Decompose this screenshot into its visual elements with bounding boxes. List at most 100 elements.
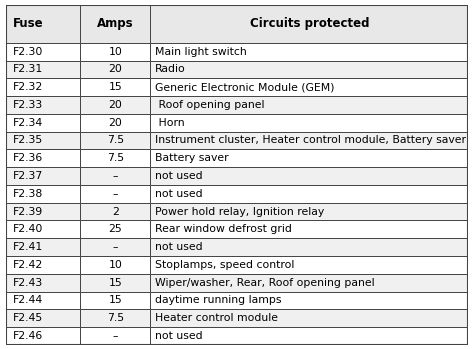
Bar xyxy=(150,149,468,167)
Bar xyxy=(81,238,150,256)
Bar xyxy=(81,167,150,185)
Bar xyxy=(150,291,468,309)
Text: F2.46: F2.46 xyxy=(13,331,43,341)
Text: Power hold relay, Ignition relay: Power hold relay, Ignition relay xyxy=(155,207,324,216)
Bar xyxy=(150,238,468,256)
Bar xyxy=(81,96,150,114)
Text: Rear window defrost grid: Rear window defrost grid xyxy=(155,224,292,234)
Text: F2.42: F2.42 xyxy=(13,260,43,270)
Bar xyxy=(6,167,81,185)
Text: Roof opening panel: Roof opening panel xyxy=(155,100,264,110)
Bar xyxy=(150,132,468,149)
Bar xyxy=(150,78,468,96)
Bar xyxy=(150,5,468,43)
Bar xyxy=(81,256,150,274)
Bar xyxy=(6,327,81,345)
Text: Radio: Radio xyxy=(155,65,186,74)
Bar xyxy=(150,60,468,78)
Bar xyxy=(6,114,81,132)
Bar xyxy=(81,203,150,221)
Text: F2.40: F2.40 xyxy=(13,224,43,234)
Bar xyxy=(6,149,81,167)
Text: not used: not used xyxy=(155,189,202,199)
Text: –: – xyxy=(113,242,118,252)
Bar xyxy=(81,291,150,309)
Bar xyxy=(6,274,81,291)
Bar xyxy=(6,309,81,327)
Text: 20: 20 xyxy=(109,118,122,128)
Text: 15: 15 xyxy=(109,295,122,305)
Text: F2.44: F2.44 xyxy=(13,295,43,305)
Bar xyxy=(150,167,468,185)
Text: F2.43: F2.43 xyxy=(13,277,43,288)
Bar xyxy=(150,185,468,203)
Bar xyxy=(81,78,150,96)
Bar xyxy=(6,78,81,96)
Bar xyxy=(6,132,81,149)
Bar xyxy=(150,96,468,114)
Text: 7.5: 7.5 xyxy=(107,153,124,163)
Bar xyxy=(81,309,150,327)
Text: Heater control module: Heater control module xyxy=(155,313,278,323)
Bar xyxy=(81,274,150,291)
Bar xyxy=(150,309,468,327)
Text: 10: 10 xyxy=(109,47,122,57)
Text: F2.32: F2.32 xyxy=(13,82,43,92)
Text: Horn: Horn xyxy=(155,118,184,128)
Bar xyxy=(81,132,150,149)
Bar xyxy=(6,96,81,114)
Text: 10: 10 xyxy=(109,260,122,270)
Text: F2.39: F2.39 xyxy=(13,207,43,216)
Text: Wiper/washer, Rear, Roof opening panel: Wiper/washer, Rear, Roof opening panel xyxy=(155,277,374,288)
Bar xyxy=(6,291,81,309)
Text: F2.45: F2.45 xyxy=(13,313,43,323)
Bar xyxy=(150,203,468,221)
Text: Fuse: Fuse xyxy=(13,17,43,30)
Text: 20: 20 xyxy=(109,65,122,74)
Bar xyxy=(6,5,81,43)
Text: F2.31: F2.31 xyxy=(13,65,43,74)
Text: F2.41: F2.41 xyxy=(13,242,43,252)
Text: –: – xyxy=(113,171,118,181)
Text: F2.35: F2.35 xyxy=(13,135,43,146)
Bar xyxy=(81,185,150,203)
Text: 15: 15 xyxy=(109,82,122,92)
Text: Instrument cluster, Heater control module, Battery saver relay: Instrument cluster, Heater control modul… xyxy=(155,135,474,146)
Text: Circuits protected: Circuits protected xyxy=(249,17,369,30)
Bar xyxy=(6,185,81,203)
Bar xyxy=(150,43,468,60)
Bar xyxy=(6,60,81,78)
Bar xyxy=(6,221,81,238)
Text: 7.5: 7.5 xyxy=(107,135,124,146)
Bar xyxy=(81,114,150,132)
Text: not used: not used xyxy=(155,171,202,181)
Bar xyxy=(6,238,81,256)
Bar xyxy=(81,149,150,167)
Text: Generic Electronic Module (GEM): Generic Electronic Module (GEM) xyxy=(155,82,334,92)
Bar xyxy=(81,221,150,238)
Text: F2.37: F2.37 xyxy=(13,171,43,181)
Text: not used: not used xyxy=(155,331,202,341)
Text: –: – xyxy=(113,331,118,341)
Bar xyxy=(6,256,81,274)
Text: 20: 20 xyxy=(109,100,122,110)
Bar xyxy=(150,256,468,274)
Bar xyxy=(6,203,81,221)
Text: not used: not used xyxy=(155,242,202,252)
Bar xyxy=(81,60,150,78)
Text: Battery saver: Battery saver xyxy=(155,153,228,163)
Text: 7.5: 7.5 xyxy=(107,313,124,323)
Text: F2.34: F2.34 xyxy=(13,118,43,128)
Bar xyxy=(81,43,150,60)
Text: daytime running lamps: daytime running lamps xyxy=(155,295,282,305)
Text: Main light switch: Main light switch xyxy=(155,47,246,57)
Text: F2.36: F2.36 xyxy=(13,153,43,163)
Bar xyxy=(6,43,81,60)
Text: 2: 2 xyxy=(112,207,119,216)
Bar xyxy=(150,221,468,238)
Text: F2.33: F2.33 xyxy=(13,100,43,110)
Bar xyxy=(150,274,468,291)
Text: F2.38: F2.38 xyxy=(13,189,43,199)
Text: Stoplamps, speed control: Stoplamps, speed control xyxy=(155,260,294,270)
Text: –: – xyxy=(113,189,118,199)
